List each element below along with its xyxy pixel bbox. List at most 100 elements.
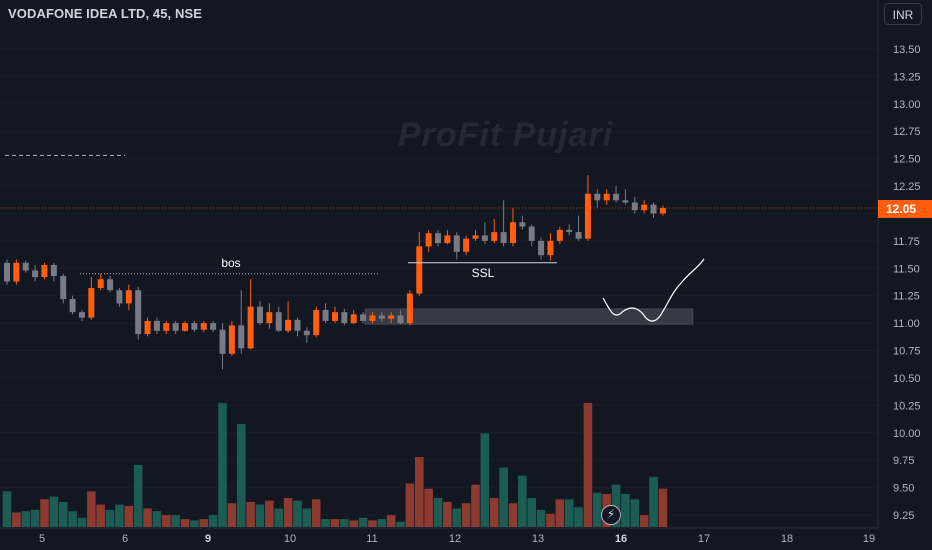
volume-bar — [49, 496, 59, 527]
candle-body — [97, 279, 104, 289]
time-tick-label: 19 — [863, 533, 875, 545]
volume-bar — [499, 467, 508, 527]
candle-body — [266, 312, 273, 324]
candle-body — [22, 262, 29, 271]
candle-body — [425, 233, 432, 247]
candle-body — [200, 323, 207, 330]
volume-bar — [30, 509, 40, 527]
candle-body — [60, 275, 67, 299]
candle-body — [13, 262, 20, 282]
volume-bar — [143, 508, 152, 527]
volume-bar — [161, 515, 171, 527]
candle-body — [285, 319, 292, 331]
volume-bar — [236, 424, 246, 527]
volume-bar — [405, 483, 415, 527]
candle-body — [491, 232, 498, 241]
volume-bar — [12, 512, 21, 527]
candle-body — [378, 315, 385, 319]
price-tick-label: 9.25 — [893, 510, 914, 522]
candle-body — [32, 270, 39, 278]
candle-body — [500, 232, 507, 244]
time-tick-label: 10 — [284, 533, 296, 545]
price-tick-label: 10.50 — [893, 373, 921, 385]
volume-bar — [293, 500, 302, 527]
volume-bar — [96, 504, 105, 527]
candle-body — [622, 200, 629, 203]
candle-body — [584, 193, 591, 239]
price-axis[interactable]: 13.5013.2513.0012.7512.5012.2512.0011.75… — [877, 0, 921, 528]
volume-bar — [639, 515, 649, 527]
candle-body — [453, 235, 460, 252]
candle-body — [69, 298, 76, 313]
price-tick-label: 10.75 — [893, 346, 921, 358]
annotations: bos SSL — [0, 154, 878, 322]
candle-body — [481, 235, 488, 241]
candle-body — [594, 193, 601, 201]
currency-button[interactable]: INR — [884, 3, 922, 25]
candle-body — [547, 240, 554, 256]
volume-bar — [199, 519, 209, 527]
volume-bar — [574, 507, 583, 527]
volume-bar — [349, 520, 358, 527]
time-tick-label: 6 — [122, 533, 128, 545]
time-tick-label: 5 — [39, 533, 45, 545]
candle-body — [107, 279, 114, 291]
candle-body — [144, 320, 151, 335]
time-tick-label: 9 — [205, 533, 211, 545]
time-tick-label: 16 — [615, 533, 627, 545]
price-tick-label: 13.50 — [893, 44, 921, 56]
candle-body — [472, 235, 479, 239]
time-tick-label: 13 — [532, 533, 544, 545]
volume-bar — [546, 513, 555, 527]
candle-body — [360, 314, 367, 321]
candlesticks — [4, 175, 666, 370]
candle-body — [369, 315, 376, 321]
price-tick-label: 13.25 — [893, 71, 921, 83]
watermark: ProFit Pujari — [398, 116, 614, 154]
candle-body — [4, 262, 10, 282]
volume-bar — [433, 497, 443, 527]
volume-bar — [218, 402, 227, 527]
candle-body — [238, 325, 245, 349]
volume-bar — [227, 503, 237, 527]
price-tick-label: 11.25 — [893, 291, 920, 303]
volume-bar — [583, 402, 593, 527]
volume-bar — [518, 475, 527, 527]
volume-bar — [124, 505, 134, 527]
candle-body — [556, 229, 563, 241]
volume-bar — [649, 476, 658, 527]
candle-body — [116, 290, 123, 304]
candle-body — [163, 323, 170, 331]
candle-body — [256, 306, 263, 324]
volume-bar — [283, 497, 293, 527]
volume-bar — [396, 521, 405, 527]
candle-body — [41, 265, 48, 278]
ssl-label: SSL — [472, 266, 495, 280]
time-axis[interactable]: 5 6 9 10 11 12 13 16 17 18 19 — [0, 527, 878, 545]
time-tick-label: 18 — [781, 533, 793, 545]
volume-bar — [274, 508, 284, 527]
candle-body — [444, 235, 451, 244]
candle-body — [519, 222, 526, 227]
lightning-bolt-icon[interactable]: ⚡ — [601, 505, 621, 525]
volume-bar — [461, 503, 471, 527]
price-tick-label: 10.25 — [893, 400, 921, 412]
volume-bar — [621, 494, 630, 527]
candle-body — [435, 233, 442, 244]
volume-bar — [480, 433, 490, 527]
chart-title: VODAFONE IDEA LTD, 45, NSE — [8, 6, 203, 21]
price-tick-label: 12.50 — [893, 154, 921, 166]
candle-body — [182, 323, 189, 331]
volume-bar — [471, 484, 480, 527]
volume-bar — [414, 457, 424, 527]
volume-bar — [302, 508, 312, 527]
volume-bar — [658, 488, 668, 527]
candle-body — [650, 204, 657, 214]
candle-body — [313, 309, 320, 336]
volume-bar — [40, 499, 49, 527]
volume-bar — [452, 508, 462, 527]
candle-body — [416, 246, 423, 294]
volume-bar — [115, 504, 124, 527]
candle-body — [88, 288, 95, 318]
